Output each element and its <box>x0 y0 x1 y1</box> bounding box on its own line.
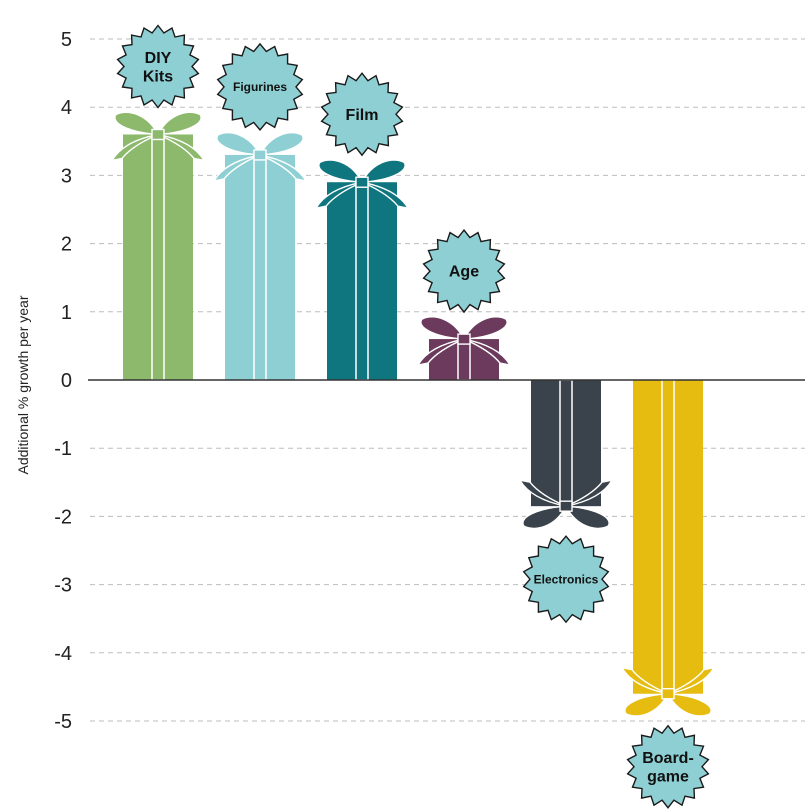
badge-label: Board- <box>642 750 694 767</box>
badge-label: Electronics <box>534 572 599 586</box>
y-tick-label: -2 <box>54 506 72 528</box>
badge-label: game <box>647 769 689 786</box>
bow-tail <box>518 479 567 507</box>
bow-knot <box>355 176 369 188</box>
y-axis-label: Additional % growth per year <box>15 295 31 474</box>
bar <box>225 154 295 380</box>
bow-loop <box>156 111 202 136</box>
bow-knot <box>253 149 267 161</box>
bow-knot <box>151 128 165 141</box>
y-tick-label: 1 <box>61 302 72 324</box>
badge-label: DIY <box>145 50 172 67</box>
bow-loop <box>666 692 712 717</box>
y-tick-label: 4 <box>61 97 72 119</box>
bow-knot <box>559 500 573 512</box>
bow-tail <box>463 338 512 367</box>
gift-bar <box>110 111 206 381</box>
y-tick-label: 0 <box>61 370 72 392</box>
bow-tail <box>314 181 363 210</box>
category-badge: Film <box>320 72 404 157</box>
badge-star <box>320 72 404 157</box>
bow-tail <box>110 133 159 162</box>
bow-tail <box>667 666 716 695</box>
y-tick-label: -4 <box>54 643 72 665</box>
bow-loop <box>258 132 304 156</box>
gift-bar <box>212 132 308 381</box>
y-axis-ticks: 5 4 3 2 1 0 -1 -2 -3 -4 -5 <box>54 29 72 733</box>
bow-tail <box>157 133 206 162</box>
bars <box>110 111 716 717</box>
bow-tail <box>565 479 614 507</box>
badge-star <box>626 724 710 809</box>
bow-loop <box>522 505 568 530</box>
gift-bar <box>416 316 512 381</box>
gift-bar <box>518 379 614 530</box>
bow-knot <box>661 688 675 700</box>
badge-star <box>522 535 610 624</box>
badge-label: Film <box>346 107 379 124</box>
category-badge: Electronics <box>522 535 610 624</box>
category-badge: Figurines <box>216 42 304 131</box>
bow-loop <box>624 692 670 717</box>
bar <box>327 182 397 380</box>
badge-label: Figurines <box>233 80 287 94</box>
bar <box>123 134 193 380</box>
badge-label: Age <box>449 264 479 281</box>
badge-star <box>422 228 506 314</box>
y-tick-label: -5 <box>54 711 72 733</box>
bow-tail <box>212 154 261 182</box>
y-tick-label: 3 <box>61 165 72 187</box>
bow-loop <box>360 159 406 184</box>
badge-star <box>116 24 200 109</box>
bow-loop <box>462 316 508 340</box>
y-tick-label: 5 <box>61 29 72 51</box>
badge-star <box>216 42 304 131</box>
bow-tail <box>620 666 669 695</box>
badge-label: Kits <box>143 68 173 85</box>
bow-loop <box>318 159 364 184</box>
bow-tail <box>361 181 410 210</box>
bar <box>633 380 703 694</box>
y-tick-label: -1 <box>54 438 72 460</box>
bow-knot <box>457 333 471 345</box>
bar <box>531 380 601 507</box>
y-tick-label: -3 <box>54 575 72 597</box>
category-badge: Age <box>422 228 506 314</box>
bow-tail <box>259 154 308 182</box>
category-badge: Board-game <box>626 724 710 809</box>
bow-loop <box>420 316 466 340</box>
bow-tail <box>416 338 465 367</box>
bow-loop <box>564 505 610 530</box>
y-tick-label: 2 <box>61 234 72 256</box>
bar <box>429 339 499 380</box>
bow-loop <box>114 111 160 136</box>
gift-bar <box>620 379 716 717</box>
gift-bar <box>314 159 410 381</box>
bow-loop <box>216 132 262 156</box>
